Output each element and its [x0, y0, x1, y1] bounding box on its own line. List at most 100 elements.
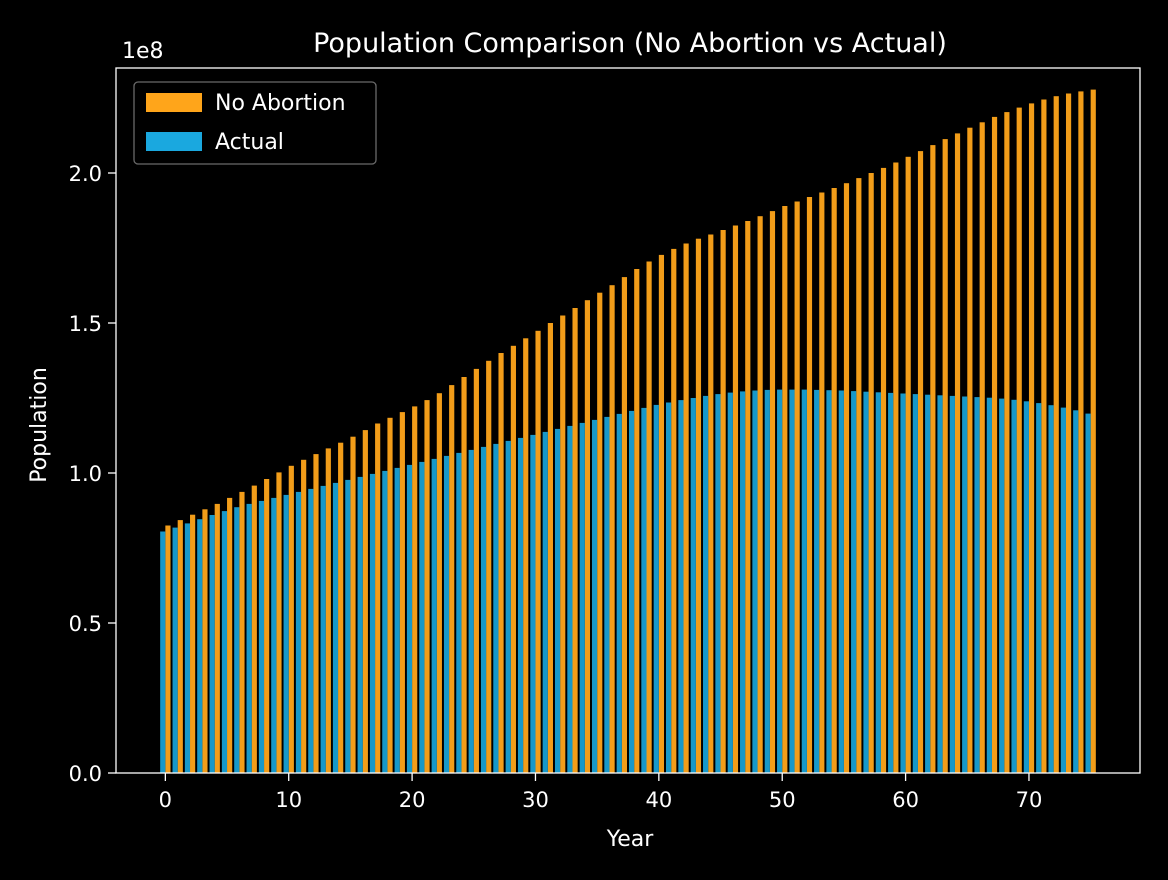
bar-actual-45 — [715, 394, 721, 773]
y-tick-label-3: 1.5 — [69, 312, 102, 336]
bar-no-abortion-56 — [856, 178, 862, 774]
bar-no-abortion-10 — [288, 465, 294, 773]
bar-actual-42 — [678, 400, 684, 773]
bar-actual-61 — [912, 394, 918, 773]
bar-no-abortion-18 — [387, 417, 393, 773]
bar-actual-47 — [740, 391, 746, 773]
bar-no-abortion-70 — [1028, 103, 1035, 773]
legend: No Abortion Actual — [133, 81, 377, 165]
bar-no-abortion-59 — [893, 162, 899, 773]
bar-actual-73 — [1060, 407, 1066, 773]
bar-actual-35 — [591, 419, 598, 773]
bar-actual-12 — [308, 488, 314, 773]
x-tick-label-30: 30 — [522, 788, 549, 812]
bar-actual-74 — [1073, 410, 1079, 773]
bar-actual-37 — [616, 413, 622, 773]
bar-no-abortion-57 — [868, 173, 874, 773]
bar-actual-51 — [789, 389, 795, 773]
bar-no-abortion-29 — [523, 338, 529, 773]
bar-no-abortion-71 — [1041, 99, 1047, 773]
bar-actual-57 — [863, 391, 869, 773]
bar-no-abortion-41 — [671, 248, 677, 773]
bar-actual-41 — [666, 402, 672, 773]
bar-actual-72 — [1048, 405, 1054, 773]
bar-actual-30 — [530, 434, 536, 773]
bar-no-abortion-64 — [954, 133, 961, 773]
bar-no-abortion-13 — [325, 448, 331, 773]
series-actual-bars — [160, 389, 1091, 773]
bar-actual-6 — [234, 507, 240, 773]
y-axis-label: Population — [27, 367, 52, 483]
bar-no-abortion-47 — [745, 221, 751, 773]
bar-actual-24 — [456, 452, 462, 773]
bar-actual-17 — [369, 473, 376, 773]
bar-no-abortion-53 — [819, 192, 825, 773]
bar-no-abortion-54 — [831, 188, 837, 773]
bar-actual-56 — [851, 391, 857, 773]
bar-no-abortion-63 — [942, 139, 948, 774]
bar-no-abortion-8 — [264, 479, 270, 773]
bar-no-abortion-19 — [399, 412, 405, 773]
legend-swatch-actual — [146, 132, 202, 151]
bar-actual-33 — [567, 425, 573, 773]
legend-label-actual: Actual — [215, 130, 284, 155]
x-tick-label-70: 70 — [1016, 788, 1043, 812]
bar-actual-19 — [394, 467, 400, 773]
bar-actual-28 — [505, 440, 511, 773]
bar-actual-59 — [888, 392, 894, 773]
bar-no-abortion-50 — [782, 206, 788, 773]
bar-no-abortion-73 — [1065, 93, 1072, 773]
bar-actual-48 — [752, 390, 758, 773]
bar-no-abortion-26 — [486, 360, 492, 773]
bar-no-abortion-46 — [732, 225, 739, 773]
bar-actual-3 — [197, 519, 203, 773]
bar-actual-10 — [283, 494, 289, 773]
bar-no-abortion-39 — [646, 261, 652, 773]
bar-no-abortion-58 — [880, 167, 887, 773]
bar-actual-54 — [826, 390, 832, 773]
bar-actual-65 — [962, 396, 968, 773]
bar-no-abortion-72 — [1053, 96, 1059, 773]
bar-actual-64 — [949, 395, 955, 773]
bar-actual-70 — [1023, 401, 1029, 773]
bar-actual-22 — [431, 458, 437, 773]
x-tick-label-20: 20 — [399, 788, 426, 812]
y-tick-label-1: 0.5 — [69, 612, 102, 636]
series-no-abortion-bars — [165, 89, 1096, 774]
bar-actual-14 — [332, 482, 339, 773]
bar-no-abortion-42 — [683, 243, 689, 773]
bar-actual-55 — [838, 390, 844, 773]
bar-actual-58 — [875, 392, 881, 773]
bar-actual-69 — [1011, 399, 1017, 773]
bar-no-abortion-45 — [720, 230, 726, 773]
bar-no-abortion-30 — [535, 330, 541, 773]
legend-label-no-abortion: No Abortion — [215, 91, 346, 116]
bar-no-abortion-68 — [1004, 112, 1010, 774]
bar-actual-0 — [160, 531, 166, 773]
bar-no-abortion-1 — [177, 520, 183, 773]
bar-actual-44 — [703, 395, 709, 773]
bar-no-abortion-25 — [473, 368, 479, 773]
bar-no-abortion-61 — [917, 151, 924, 774]
bar-actual-62 — [925, 394, 931, 773]
bar-no-abortion-43 — [695, 238, 702, 773]
bar-no-abortion-74 — [1078, 91, 1084, 773]
bar-actual-40 — [653, 404, 659, 773]
bar-actual-5 — [221, 511, 228, 773]
bar-no-abortion-12 — [313, 454, 319, 773]
bar-no-abortion-23 — [449, 385, 455, 773]
bar-no-abortion-28 — [510, 345, 516, 773]
bar-actual-25 — [468, 449, 474, 773]
bar-actual-34 — [579, 422, 585, 773]
bar-no-abortion-36 — [609, 285, 615, 773]
bar-no-abortion-67 — [991, 116, 998, 773]
bar-no-abortion-6 — [239, 491, 245, 773]
bar-no-abortion-33 — [572, 308, 578, 773]
bar-no-abortion-65 — [967, 127, 973, 773]
y-axis: 0.0 0.5 1.0 1.5 2.0 — [69, 162, 116, 786]
x-axis: 0 10 20 30 40 50 60 70 — [159, 773, 1043, 812]
bar-actual-49 — [764, 389, 770, 773]
bar-actual-68 — [999, 398, 1005, 773]
bar-no-abortion-60 — [905, 156, 911, 774]
